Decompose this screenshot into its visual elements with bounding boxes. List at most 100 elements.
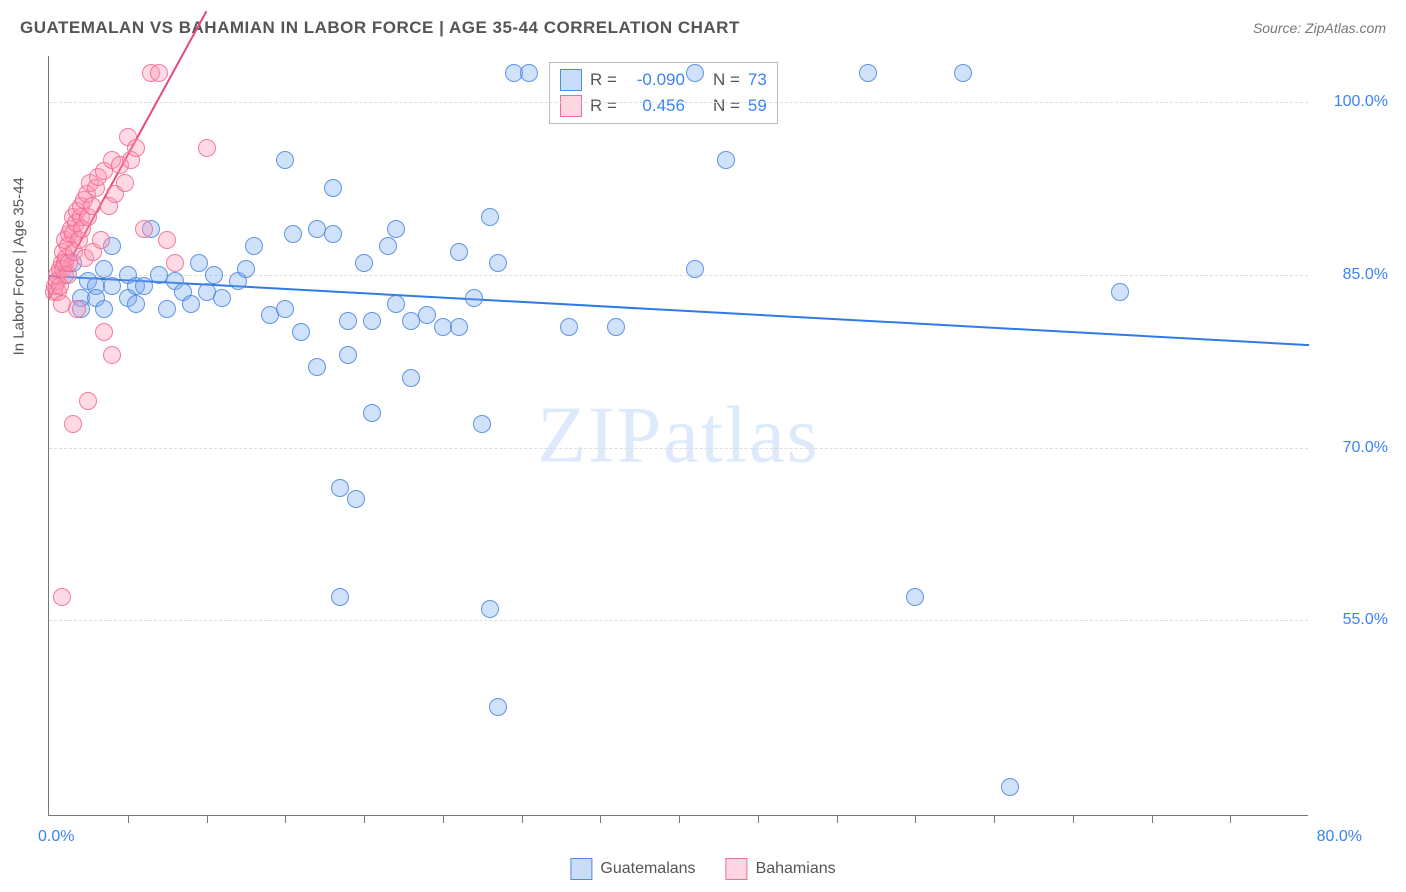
data-point-bahamians [198, 139, 216, 157]
data-point-guatemalans [1001, 778, 1019, 796]
data-point-bahamians [116, 174, 134, 192]
data-point-guatemalans [331, 588, 349, 606]
x-tick [285, 815, 286, 823]
data-point-guatemalans [560, 318, 578, 336]
data-point-bahamians [127, 139, 145, 157]
stats-row-bahamians: R = 0.456 N = 59 [560, 93, 767, 119]
y-tick-label: 70.0% [1318, 439, 1388, 457]
x-tick [837, 815, 838, 823]
data-point-guatemalans [339, 312, 357, 330]
stats-box: R = -0.090 N = 73 R = 0.456 N = 59 [549, 62, 778, 124]
x-tick [1152, 815, 1153, 823]
data-point-guatemalans [1111, 283, 1129, 301]
data-point-guatemalans [245, 237, 263, 255]
data-point-bahamians [53, 588, 71, 606]
data-point-guatemalans [473, 415, 491, 433]
gridline [49, 620, 1308, 621]
y-tick-label: 55.0% [1318, 611, 1388, 629]
data-point-guatemalans [95, 300, 113, 318]
swatch-pink-icon [726, 858, 748, 880]
data-point-guatemalans [607, 318, 625, 336]
r-value: 0.456 [625, 96, 685, 116]
data-point-guatemalans [686, 64, 704, 82]
x-tick [128, 815, 129, 823]
data-point-guatemalans [205, 266, 223, 284]
x-axis-start-label: 0.0% [38, 828, 74, 846]
x-tick [364, 815, 365, 823]
x-tick [207, 815, 208, 823]
data-point-guatemalans [450, 318, 468, 336]
r-value: -0.090 [625, 70, 685, 90]
data-point-guatemalans [387, 295, 405, 313]
data-point-guatemalans [363, 404, 381, 422]
gridline [49, 448, 1308, 449]
data-point-guatemalans [292, 323, 310, 341]
chart-area: In Labor Force | Age 35-44 ZIPatlas R = … [48, 56, 1308, 816]
data-point-bahamians [166, 254, 184, 272]
data-point-guatemalans [489, 698, 507, 716]
swatch-blue-icon [560, 69, 582, 91]
data-point-guatemalans [355, 254, 373, 272]
data-point-guatemalans [284, 225, 302, 243]
x-tick [1230, 815, 1231, 823]
data-point-guatemalans [418, 306, 436, 324]
x-tick [600, 815, 601, 823]
data-point-guatemalans [237, 260, 255, 278]
data-point-guatemalans [450, 243, 468, 261]
data-point-guatemalans [339, 346, 357, 364]
data-point-guatemalans [324, 179, 342, 197]
data-point-guatemalans [127, 295, 145, 313]
legend-label: Guatemalans [600, 860, 695, 878]
stats-row-guatemalans: R = -0.090 N = 73 [560, 67, 767, 93]
data-point-guatemalans [308, 358, 326, 376]
y-axis-title: In Labor Force | Age 35-44 [11, 177, 28, 355]
data-point-guatemalans [363, 312, 381, 330]
x-axis-end-label: 80.0% [1317, 828, 1362, 846]
bottom-legend: Guatemalans Bahamians [570, 858, 835, 880]
legend-item-guatemalans: Guatemalans [570, 858, 695, 880]
n-value: 59 [748, 96, 767, 116]
data-point-bahamians [103, 346, 121, 364]
data-point-guatemalans [135, 277, 153, 295]
data-point-guatemalans [520, 64, 538, 82]
data-point-guatemalans [190, 254, 208, 272]
data-point-guatemalans [182, 295, 200, 313]
x-tick [1073, 815, 1074, 823]
data-point-guatemalans [379, 237, 397, 255]
y-tick-label: 100.0% [1318, 93, 1388, 111]
data-point-bahamians [68, 300, 86, 318]
data-point-guatemalans [906, 588, 924, 606]
data-point-guatemalans [213, 289, 231, 307]
swatch-pink-icon [560, 95, 582, 117]
x-tick [679, 815, 680, 823]
x-tick [758, 815, 759, 823]
data-point-bahamians [95, 323, 113, 341]
data-point-guatemalans [954, 64, 972, 82]
n-value: 73 [748, 70, 767, 90]
x-tick [443, 815, 444, 823]
x-tick [994, 815, 995, 823]
data-point-guatemalans [717, 151, 735, 169]
legend-label: Bahamians [756, 860, 836, 878]
data-point-bahamians [158, 231, 176, 249]
data-point-guatemalans [276, 151, 294, 169]
x-tick [915, 815, 916, 823]
data-point-guatemalans [481, 600, 499, 618]
data-point-guatemalans [481, 208, 499, 226]
data-point-guatemalans [103, 277, 121, 295]
data-point-guatemalans [489, 254, 507, 272]
n-label: N = [713, 70, 740, 90]
source-attribution: Source: ZipAtlas.com [1253, 20, 1386, 36]
data-point-bahamians [92, 231, 110, 249]
x-tick [522, 815, 523, 823]
data-point-guatemalans [465, 289, 483, 307]
data-point-guatemalans [686, 260, 704, 278]
data-point-bahamians [150, 64, 168, 82]
data-point-bahamians [135, 220, 153, 238]
data-point-bahamians [83, 197, 101, 215]
r-label: R = [590, 70, 617, 90]
r-label: R = [590, 96, 617, 116]
data-point-guatemalans [324, 225, 342, 243]
title-bar: GUATEMALAN VS BAHAMIAN IN LABOR FORCE | … [20, 18, 1386, 38]
data-point-guatemalans [158, 300, 176, 318]
